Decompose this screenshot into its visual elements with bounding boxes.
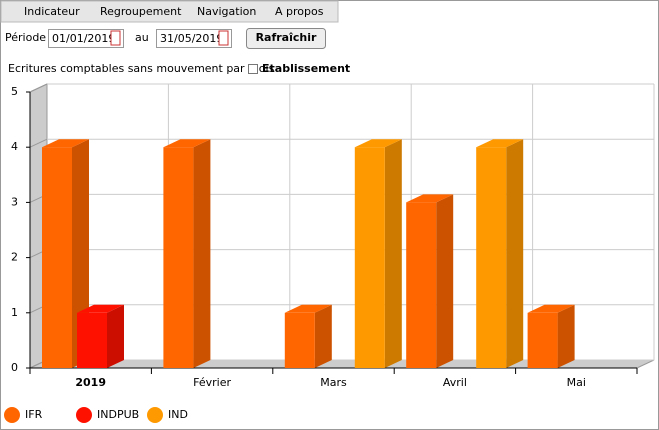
bar-front bbox=[77, 312, 107, 368]
menu-item[interactable]: Navigation bbox=[197, 5, 256, 18]
bar-top bbox=[163, 139, 211, 148]
separator: au bbox=[135, 31, 149, 44]
legend-label: IND bbox=[168, 408, 188, 421]
bar-front bbox=[406, 202, 437, 368]
bar-top bbox=[42, 139, 89, 148]
bar bbox=[284, 304, 332, 368]
x-tick-label: Février bbox=[193, 376, 231, 389]
bar-top bbox=[354, 139, 402, 148]
calendar-icon[interactable] bbox=[110, 30, 121, 46]
end-date: 31/05/2019 bbox=[160, 32, 223, 45]
menu-item[interactable]: Regroupement bbox=[100, 5, 182, 18]
bar-top bbox=[406, 194, 454, 203]
end-date-input[interactable] bbox=[156, 29, 232, 48]
bar-front bbox=[354, 147, 385, 368]
x-tick-label: 2019 bbox=[75, 376, 106, 389]
bar-front bbox=[163, 147, 194, 368]
chart-title: Ecritures comptables sans mouvement par … bbox=[8, 62, 275, 75]
grid-line-side bbox=[29, 138, 48, 148]
bar-side bbox=[193, 139, 211, 368]
y-tick-label: 4 bbox=[11, 140, 18, 153]
start-date: 01/01/2019 bbox=[52, 32, 115, 45]
bar-top bbox=[527, 304, 575, 313]
y-tick-label: 0 bbox=[11, 361, 18, 374]
bar-side bbox=[384, 139, 402, 368]
legend-marker bbox=[4, 407, 20, 423]
bar-side bbox=[557, 304, 575, 368]
refresh-button[interactable] bbox=[246, 28, 326, 49]
bar-side bbox=[506, 139, 524, 368]
bar bbox=[354, 139, 402, 368]
bar bbox=[406, 194, 454, 368]
bar-front bbox=[42, 147, 72, 368]
bar-top bbox=[77, 304, 124, 313]
grid-line-side bbox=[29, 83, 48, 93]
bar bbox=[163, 139, 211, 368]
y-tick-label: 1 bbox=[11, 306, 18, 319]
bar bbox=[77, 304, 124, 368]
legend-label: INDPUB bbox=[97, 408, 139, 421]
refresh-label: Rafraîchir bbox=[256, 31, 317, 44]
bar bbox=[476, 139, 524, 368]
chart-link[interactable]: Etablissement bbox=[262, 62, 350, 75]
period-label: Période bbox=[5, 31, 46, 44]
bar-front bbox=[527, 312, 558, 368]
calendar-icon[interactable] bbox=[218, 30, 229, 46]
y-tick-label: 3 bbox=[11, 195, 18, 208]
bar-front bbox=[476, 147, 507, 368]
x-tick-label: Mars bbox=[320, 376, 347, 389]
menu-item[interactable]: Indicateur bbox=[24, 5, 80, 18]
start-date-input[interactable] bbox=[48, 29, 124, 48]
legend-label: IFR bbox=[25, 408, 43, 421]
legend-marker bbox=[147, 407, 163, 423]
bar-side bbox=[436, 194, 454, 368]
bar-front bbox=[284, 312, 315, 368]
y-tick-label: 5 bbox=[11, 85, 18, 98]
y-tick-label: 2 bbox=[11, 251, 18, 264]
menu-bar bbox=[0, 0, 339, 23]
menu-item[interactable]: A propos bbox=[275, 5, 324, 18]
bar bbox=[527, 304, 575, 368]
bar-side bbox=[107, 304, 124, 368]
link-icon bbox=[248, 64, 258, 74]
x-tick-label: Avril bbox=[443, 376, 467, 389]
bar-top bbox=[476, 139, 524, 148]
x-tick-label: Mai bbox=[567, 376, 586, 389]
bar-side bbox=[314, 304, 332, 368]
legend-marker bbox=[76, 407, 92, 423]
bar-top bbox=[284, 304, 332, 313]
